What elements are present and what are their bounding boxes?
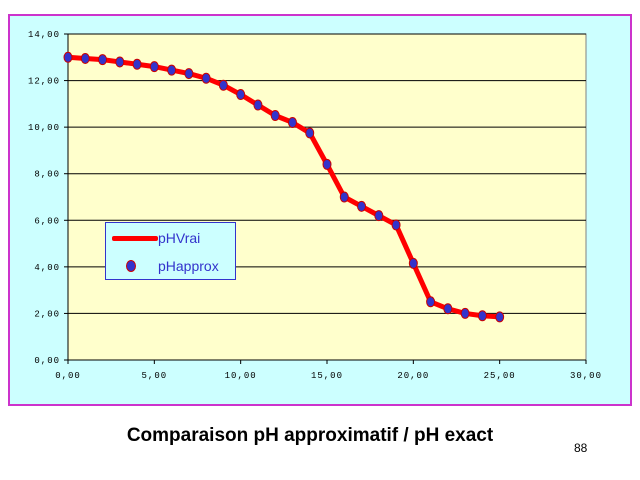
chart-caption: Comparaison pH approximatif / pH exact <box>126 425 494 446</box>
y-tick-label: 10,00 <box>28 123 60 133</box>
data-point-phapprox <box>270 110 280 121</box>
page-number: 88 <box>574 441 588 455</box>
data-point-phapprox <box>253 99 263 111</box>
data-point-phapprox <box>149 61 159 73</box>
data-point-phapprox <box>132 58 142 70</box>
data-point-phapprox <box>460 307 470 319</box>
x-tick-label: 15,00 <box>311 371 343 381</box>
data-point-phapprox <box>98 54 108 66</box>
legend-line-swatch <box>112 236 158 241</box>
data-point-phapprox <box>236 89 246 101</box>
legend-item-phvrai: pHVrai <box>106 227 235 247</box>
data-point-phapprox <box>322 158 332 170</box>
data-point-phapprox <box>218 79 228 91</box>
y-tick-label: 0,00 <box>34 356 60 366</box>
data-point-phapprox <box>357 200 367 212</box>
x-tick-label: 30,00 <box>570 371 602 381</box>
data-point-phapprox <box>426 296 436 308</box>
data-point-phapprox <box>374 210 384 222</box>
data-point-phapprox <box>201 72 211 84</box>
y-tick-label: 6,00 <box>34 216 60 226</box>
legend-marker-swatch <box>126 260 136 272</box>
data-point-phapprox <box>287 116 297 128</box>
y-tick-label: 8,00 <box>34 170 60 180</box>
data-point-phapprox <box>391 219 401 231</box>
data-point-phapprox <box>167 64 177 76</box>
data-point-phapprox <box>495 311 505 323</box>
x-tick-label: 20,00 <box>397 371 429 381</box>
data-point-phapprox <box>63 51 73 63</box>
legend: pHVrai pHapprox <box>105 222 236 280</box>
data-point-phapprox <box>477 310 487 322</box>
data-point-phapprox <box>115 56 125 68</box>
plot-area <box>67 33 587 361</box>
data-point-phapprox <box>443 303 453 315</box>
x-tick-label: 10,00 <box>225 371 257 381</box>
legend-label-phapprox: pHapprox <box>158 258 219 274</box>
chart-frame: 0,00 2,00 4,00 6,00 8,00 10,00 12,00 14,00 0,00 5… <box>8 14 632 406</box>
data-point-phapprox <box>184 68 194 80</box>
chart-svg: 0,00 2,00 4,00 6,00 8,00 10,00 12,00 14,00 0,00 5… <box>28 30 602 381</box>
y-tick-label: 14,00 <box>28 30 60 40</box>
y-tick-label: 12,00 <box>28 77 60 87</box>
x-tick-label: 5,00 <box>142 371 168 381</box>
y-tick-label: 2,00 <box>34 309 60 319</box>
data-point-phapprox <box>408 257 418 269</box>
data-point-phapprox <box>339 191 349 203</box>
x-tick-label: 0,00 <box>55 371 81 381</box>
legend-label-phvrai: pHVrai <box>158 230 201 246</box>
x-tick-label: 25,00 <box>484 371 516 381</box>
data-point-phapprox <box>80 52 90 64</box>
legend-item-phapprox: pHapprox <box>106 255 235 275</box>
y-tick-label: 4,00 <box>34 263 60 273</box>
data-point-phapprox <box>305 127 315 139</box>
